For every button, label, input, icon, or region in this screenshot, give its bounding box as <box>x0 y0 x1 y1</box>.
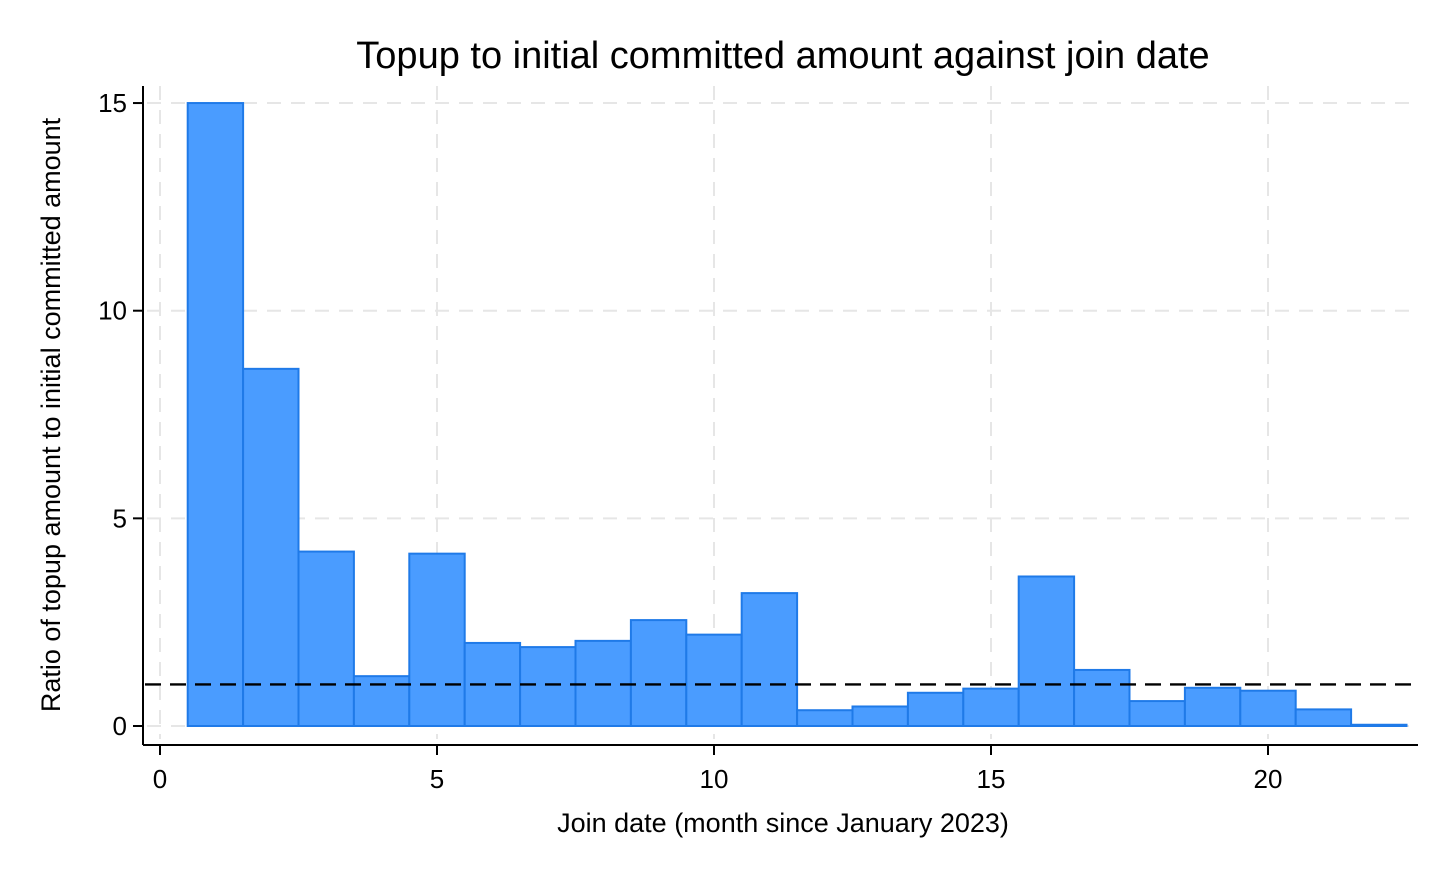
bar <box>242 367 300 727</box>
bar <box>519 646 577 728</box>
bar <box>1239 689 1297 728</box>
x-axis-ticks: 0 5 10 15 20 <box>153 745 1283 794</box>
bar <box>796 709 854 728</box>
bar <box>1294 708 1353 727</box>
y-tick-label: 0 <box>113 711 127 741</box>
chart-title: Topup to initial committed amount agains… <box>356 35 1209 77</box>
bar <box>297 550 355 727</box>
x-tick-label: 5 <box>430 764 444 794</box>
x-tick-label: 10 <box>700 764 729 794</box>
axes <box>142 86 1418 746</box>
bar <box>1128 700 1186 727</box>
y-axis-ticks: 0 5 10 15 <box>98 88 143 741</box>
y-tick-label: 15 <box>98 88 127 118</box>
bar <box>962 687 1020 727</box>
bar <box>685 633 743 727</box>
y-tick-label: 10 <box>98 296 127 326</box>
y-tick-label: 5 <box>113 503 127 533</box>
bar <box>1073 668 1131 728</box>
x-tick-label: 0 <box>153 764 167 794</box>
bar <box>629 619 688 728</box>
bar <box>186 102 245 728</box>
bar <box>1183 686 1242 728</box>
y-axis-label: Ratio of topup amount to initial committ… <box>36 117 66 712</box>
x-axis-label: Join date (month since January 2023) <box>557 808 1009 838</box>
bar <box>1017 575 1076 727</box>
bar <box>740 592 799 727</box>
bar <box>1350 723 1408 727</box>
x-tick-label: 20 <box>1254 764 1283 794</box>
bars <box>186 102 1408 728</box>
bar <box>906 691 965 727</box>
x-tick-label: 15 <box>977 764 1006 794</box>
bar <box>851 705 909 727</box>
bar <box>408 552 466 728</box>
